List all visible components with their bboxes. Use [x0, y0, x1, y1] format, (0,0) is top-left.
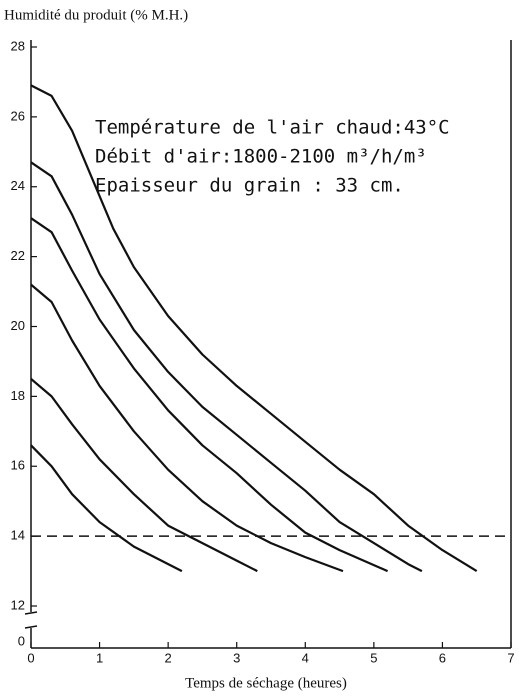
y-tick-label: 14 — [11, 528, 25, 543]
x-tick-label: 7 — [507, 650, 514, 665]
x-tick-label: 3 — [233, 650, 240, 665]
y-tick-label: 12 — [11, 597, 25, 612]
annotation: Débit d'air:1800-2100 m³/h/m³ — [95, 146, 427, 168]
x-tick-label: 5 — [370, 650, 377, 665]
x-tick-label: 6 — [439, 650, 446, 665]
y-tick-label: 22 — [11, 248, 25, 263]
annotation: Température de l'air chaud:43°C — [95, 117, 450, 139]
y-tick-label: 0 — [18, 633, 25, 648]
axis-break — [24, 625, 38, 629]
y-tick-label: 26 — [11, 108, 25, 123]
x-axis-label: Temps de séchage (heures) — [185, 675, 347, 691]
x-tick-label: 0 — [27, 650, 34, 665]
curve — [30, 84, 478, 573]
y-tick-label: 20 — [11, 318, 25, 333]
chart-title: Humidité du produit (% M.H.) — [4, 7, 188, 23]
axis-break — [24, 611, 38, 615]
y-tick-label: 16 — [11, 458, 25, 473]
curve — [30, 283, 344, 573]
curve — [30, 444, 183, 573]
x-tick-label: 4 — [302, 650, 309, 665]
curve — [30, 161, 423, 573]
y-tick-label: 18 — [11, 388, 25, 403]
y-tick-label: 24 — [11, 178, 25, 193]
curve — [30, 378, 258, 573]
y-tick-label: 28 — [11, 38, 25, 53]
curve — [30, 217, 389, 573]
x-tick-label: 2 — [165, 650, 172, 665]
annotation: Epaisseur du grain : 33 cm. — [95, 175, 404, 197]
x-tick-label: 1 — [96, 650, 103, 665]
